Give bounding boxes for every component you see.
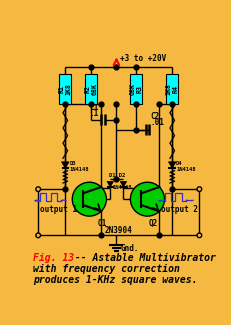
Text: 1K8
R4: 1K8 R4: [166, 83, 179, 95]
Text: 2N3904: 2N3904: [104, 226, 132, 235]
Text: D3
1N4148: D3 1N4148: [69, 162, 89, 172]
Text: Q2: Q2: [149, 219, 158, 228]
Text: output 1: output 1: [40, 204, 77, 214]
Text: Gnd.: Gnd.: [120, 244, 139, 253]
FancyBboxPatch shape: [130, 74, 142, 104]
Polygon shape: [61, 162, 69, 168]
Polygon shape: [120, 181, 127, 187]
Text: 1N4148: 1N4148: [112, 185, 132, 190]
Text: +3 to +20V: +3 to +20V: [120, 54, 166, 63]
FancyBboxPatch shape: [167, 74, 178, 104]
Text: .01: .01: [151, 118, 164, 127]
Text: D1 D2: D1 D2: [109, 173, 126, 177]
Text: R1
1K8: R1 1K8: [59, 83, 72, 95]
Text: produces 1-KHz square waves.: produces 1-KHz square waves.: [33, 275, 197, 285]
Circle shape: [197, 187, 202, 191]
Circle shape: [36, 233, 40, 238]
Text: -- Astable Multivibrator: -- Astable Multivibrator: [69, 253, 216, 263]
Text: Q1: Q1: [98, 219, 107, 228]
Text: 68K
R3: 68K R3: [129, 83, 142, 95]
FancyBboxPatch shape: [85, 74, 97, 104]
Polygon shape: [107, 181, 113, 187]
Polygon shape: [168, 162, 176, 168]
Circle shape: [131, 182, 164, 216]
Text: R2
68K: R2 68K: [84, 83, 97, 95]
Text: with frequency correction: with frequency correction: [33, 264, 180, 274]
Text: output 2: output 2: [161, 204, 198, 214]
Text: D4
1N4148: D4 1N4148: [176, 162, 196, 172]
Text: C1: C1: [89, 103, 99, 112]
Circle shape: [197, 233, 202, 238]
Text: .1: .1: [89, 109, 99, 118]
Text: C2: C2: [151, 111, 160, 121]
Circle shape: [36, 187, 40, 191]
Circle shape: [72, 182, 106, 216]
FancyBboxPatch shape: [60, 74, 71, 104]
Text: Fig. 13: Fig. 13: [33, 253, 74, 263]
